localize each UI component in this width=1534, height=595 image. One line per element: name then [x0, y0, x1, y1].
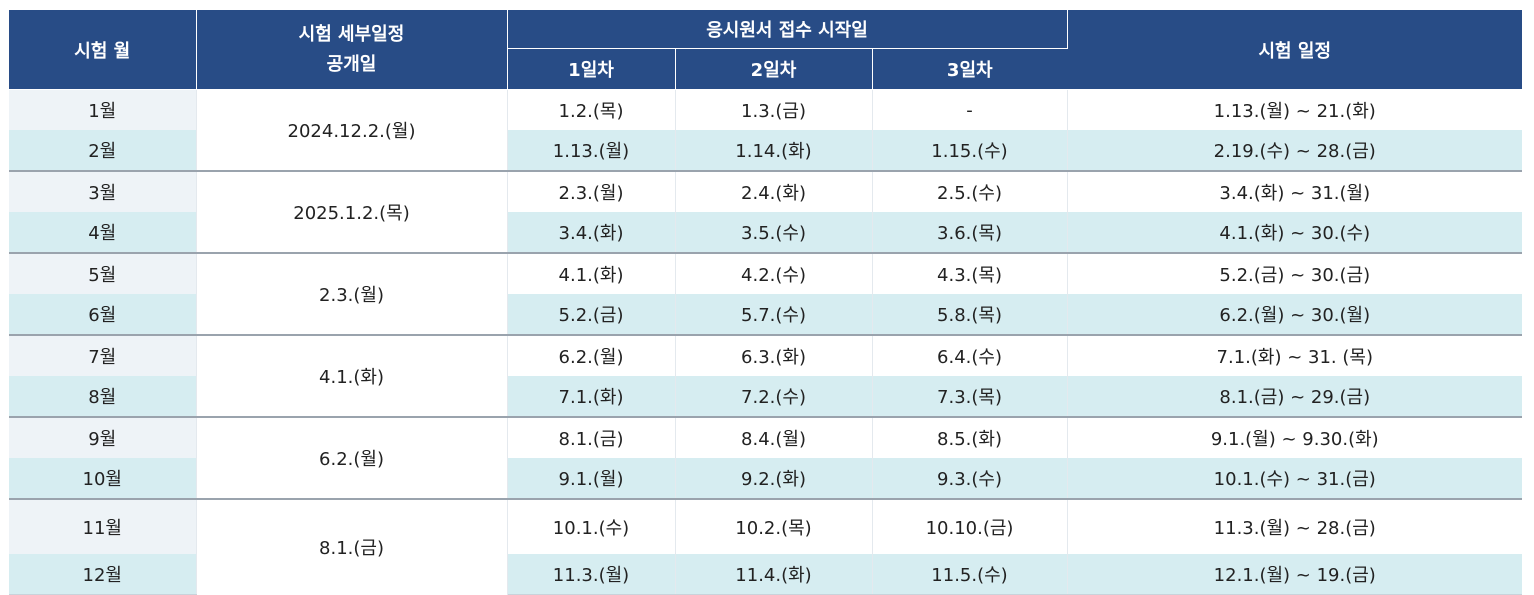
header-publish-line2: 공개일 [326, 53, 377, 75]
day2-cell: 9.2.(화) [675, 458, 873, 499]
day3-cell: 2.5.(수) [872, 170, 1068, 212]
publish-date-cell: 2025.1.2.(목) [196, 170, 508, 253]
month-cell: 11월 [9, 498, 197, 554]
schedule-cell: 6.2.(월) ~ 30.(월) [1067, 294, 1523, 335]
schedule-cell: 3.4.(화) ~ 31.(월) [1067, 170, 1523, 212]
schedule-cell: 4.1.(화) ~ 30.(수) [1067, 212, 1523, 253]
day2-cell: 8.4.(월) [675, 416, 873, 458]
schedule-cell: 10.1.(수) ~ 31.(금) [1067, 458, 1523, 499]
day1-cell: 2.3.(월) [507, 170, 676, 212]
day3-cell: 8.5.(화) [872, 416, 1068, 458]
publish-date-cell: 6.2.(월) [196, 416, 508, 499]
day2-cell: 1.14.(화) [675, 130, 873, 171]
header-day2: 2일차 [675, 48, 873, 90]
header-day3: 3일차 [872, 48, 1068, 90]
day2-cell: 6.3.(화) [675, 334, 873, 376]
day1-cell: 3.4.(화) [507, 212, 676, 253]
publish-date-cell: 4.1.(화) [196, 334, 508, 417]
day1-cell: 6.2.(월) [507, 334, 676, 376]
header-publish-date: 시험 세부일정 공개일 [196, 10, 508, 90]
day3-cell: 6.4.(수) [872, 334, 1068, 376]
day3-cell: 5.8.(목) [872, 294, 1068, 335]
day1-cell: 4.1.(화) [507, 252, 676, 294]
month-cell: 3월 [9, 170, 197, 212]
day1-cell: 8.1.(금) [507, 416, 676, 458]
publish-date-cell: 2.3.(월) [196, 252, 508, 335]
header-exam-month: 시험 월 [9, 10, 197, 90]
schedule-cell: 1.13.(월) ~ 21.(화) [1067, 89, 1523, 130]
day3-cell: 10.10.(금) [872, 498, 1068, 554]
day2-cell: 1.3.(금) [675, 89, 873, 130]
month-cell: 9월 [9, 416, 197, 458]
month-cell: 10월 [9, 458, 197, 499]
header-day1: 1일차 [507, 48, 676, 90]
publish-date-cell: 2024.12.2.(월) [196, 89, 508, 171]
table-row: 7월 4.1.(화) 6.2.(월) 6.3.(화) 6.4.(수) 7.1.(… [9, 334, 1523, 417]
day1-cell: 5.2.(금) [507, 294, 676, 335]
schedule-cell: 11.3.(월) ~ 28.(금) [1067, 498, 1523, 554]
day1-cell: 1.13.(월) [507, 130, 676, 171]
day2-cell: 3.5.(수) [675, 212, 873, 253]
month-cell: 12월 [9, 554, 197, 595]
day3-cell: 4.3.(목) [872, 252, 1068, 294]
schedule-cell: 8.1.(금) ~ 29.(금) [1067, 376, 1523, 417]
day2-cell: 10.2.(목) [675, 498, 873, 554]
day3-cell: 9.3.(수) [872, 458, 1068, 499]
schedule-cell: 7.1.(화) ~ 31. (목) [1067, 334, 1523, 376]
header-application-start: 응시원서 접수 시작일 [507, 10, 1068, 49]
month-cell: 2월 [9, 130, 197, 171]
day1-cell: 7.1.(화) [507, 376, 676, 417]
header-publish-line1: 시험 세부일정 [298, 23, 405, 45]
day3-cell: 7.3.(목) [872, 376, 1068, 417]
day3-cell: 1.15.(수) [872, 130, 1068, 171]
day1-cell: 10.1.(수) [507, 498, 676, 554]
day3-cell: 11.5.(수) [872, 554, 1068, 595]
table-row: 1월 2024.12.2.(월) 1.2.(목) 1.3.(금) - 1.13.… [9, 89, 1523, 171]
table-row: 10월 9.1.(월) 9.2.(화) 9.3.(수) 10.1.(수) ~ 3… [9, 458, 1523, 499]
day2-cell: 2.4.(화) [675, 170, 873, 212]
header-exam-schedule: 시험 일정 [1067, 10, 1523, 90]
exam-schedule-table: 시험 월 시험 세부일정 공개일 응시원서 접수 시작일 시험 일정 1일차 2… [9, 10, 1523, 595]
day1-cell: 1.2.(목) [507, 89, 676, 130]
schedule-cell: 2.19.(수) ~ 28.(금) [1067, 130, 1523, 171]
day2-cell: 7.2.(수) [675, 376, 873, 417]
table-header: 시험 월 시험 세부일정 공개일 응시원서 접수 시작일 시험 일정 1일차 2… [9, 10, 1523, 90]
month-cell: 8월 [9, 376, 197, 417]
month-cell: 6월 [9, 294, 197, 335]
month-cell: 7월 [9, 334, 197, 376]
table-row: 2월 1.13.(월) 1.14.(화) 1.15.(수) 2.19.(수) ~… [9, 130, 1523, 171]
table-row: 6월 5.2.(금) 5.7.(수) 5.8.(목) 6.2.(월) ~ 30.… [9, 294, 1523, 335]
day1-cell: 11.3.(월) [507, 554, 676, 595]
month-cell: 5월 [9, 252, 197, 294]
table-row: 11월 8.1.(금) 10.1.(수) 10.2.(목) 10.10.(금) … [9, 498, 1523, 595]
table-body: 1월 2024.12.2.(월) 1.2.(목) 1.3.(금) - 1.13.… [9, 89, 1523, 595]
table-row: 5월 2.3.(월) 4.1.(화) 4.2.(수) 4.3.(목) 5.2.(… [9, 252, 1523, 335]
day2-cell: 5.7.(수) [675, 294, 873, 335]
schedule-cell: 9.1.(월) ~ 9.30.(화) [1067, 416, 1523, 458]
day3-cell: 3.6.(목) [872, 212, 1068, 253]
day3-cell: - [872, 89, 1068, 130]
table-row: 8월 7.1.(화) 7.2.(수) 7.3.(목) 8.1.(금) ~ 29.… [9, 376, 1523, 417]
table-row: 12월 11.3.(월) 11.4.(화) 11.5.(수) 12.1.(월) … [9, 554, 1523, 595]
day2-cell: 4.2.(수) [675, 252, 873, 294]
month-cell: 4월 [9, 212, 197, 253]
schedule-cell: 12.1.(월) ~ 19.(금) [1067, 554, 1523, 595]
day2-cell: 11.4.(화) [675, 554, 873, 595]
day1-cell: 9.1.(월) [507, 458, 676, 499]
table-row: 9월 6.2.(월) 8.1.(금) 8.4.(월) 8.5.(화) 9.1.(… [9, 416, 1523, 499]
publish-date-cell: 8.1.(금) [196, 498, 508, 595]
schedule-cell: 5.2.(금) ~ 30.(금) [1067, 252, 1523, 294]
table-row: 4월 3.4.(화) 3.5.(수) 3.6.(목) 4.1.(화) ~ 30.… [9, 212, 1523, 253]
table-row: 3월 2025.1.2.(목) 2.3.(월) 2.4.(화) 2.5.(수) … [9, 170, 1523, 253]
month-cell: 1월 [9, 89, 197, 130]
